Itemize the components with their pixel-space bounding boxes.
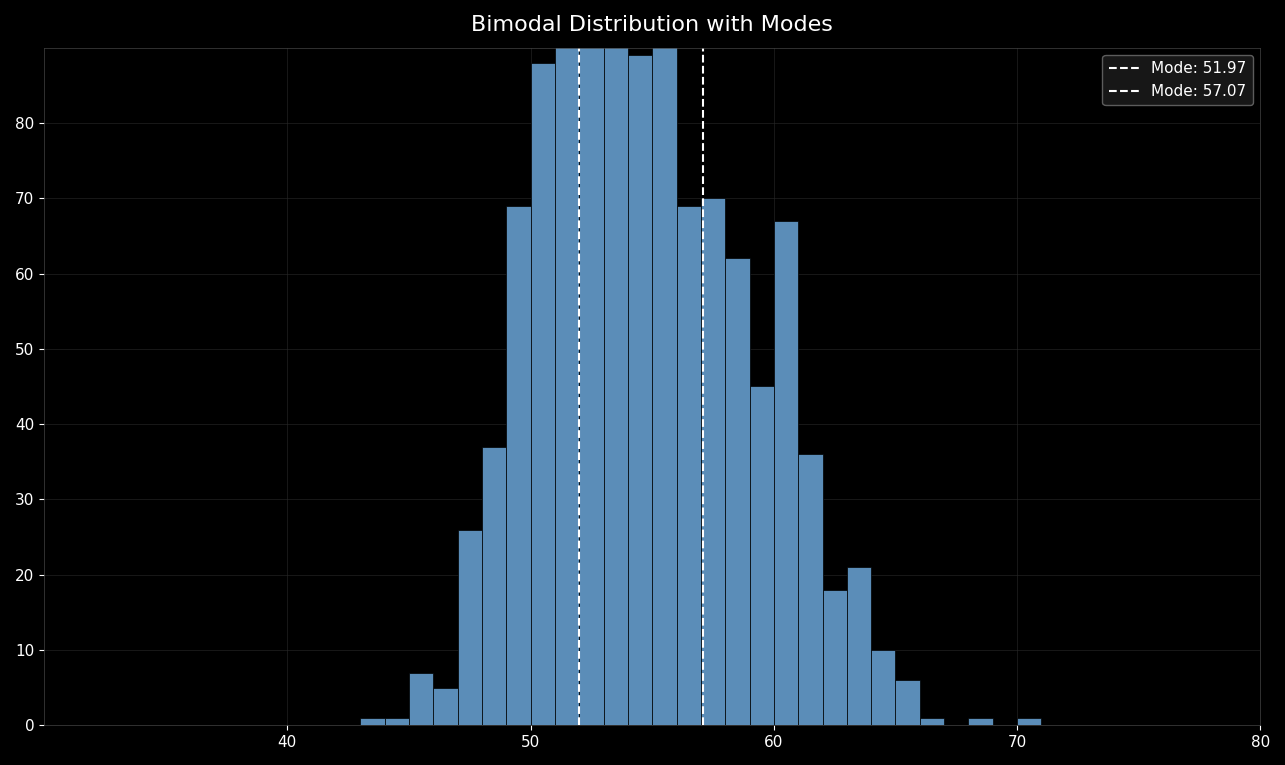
Bar: [360, 718, 384, 725]
Bar: [604, 0, 628, 725]
Legend: Mode: 51.97, Mode: 57.07: Mode: 51.97, Mode: 57.07: [1103, 55, 1253, 105]
Bar: [628, 55, 653, 725]
Bar: [580, 0, 604, 725]
Bar: [896, 680, 920, 725]
Bar: [482, 447, 506, 725]
Bar: [555, 0, 580, 725]
Bar: [457, 529, 482, 725]
Bar: [653, 25, 677, 725]
Bar: [774, 221, 798, 725]
Bar: [384, 718, 409, 725]
Bar: [871, 650, 896, 725]
Title: Bimodal Distribution with Modes: Bimodal Distribution with Modes: [472, 15, 833, 35]
Bar: [531, 63, 555, 725]
Bar: [1018, 718, 1041, 725]
Mode: 51.97: (52, 1): 51.97: (52, 1): [571, 713, 586, 722]
Bar: [677, 206, 700, 725]
Mode: 57.07: (57.1, 1): 57.07: (57.1, 1): [695, 713, 711, 722]
Bar: [409, 672, 433, 725]
Mode: 51.97: (52, 0): 51.97: (52, 0): [571, 721, 586, 730]
Bar: [822, 590, 847, 725]
Bar: [847, 567, 871, 725]
Bar: [798, 454, 822, 725]
Bar: [506, 206, 531, 725]
Bar: [749, 386, 774, 725]
Bar: [725, 259, 749, 725]
Bar: [433, 688, 457, 725]
Bar: [969, 718, 993, 725]
Mode: 57.07: (57.1, 0): 57.07: (57.1, 0): [695, 721, 711, 730]
Bar: [700, 198, 725, 725]
Bar: [920, 718, 944, 725]
